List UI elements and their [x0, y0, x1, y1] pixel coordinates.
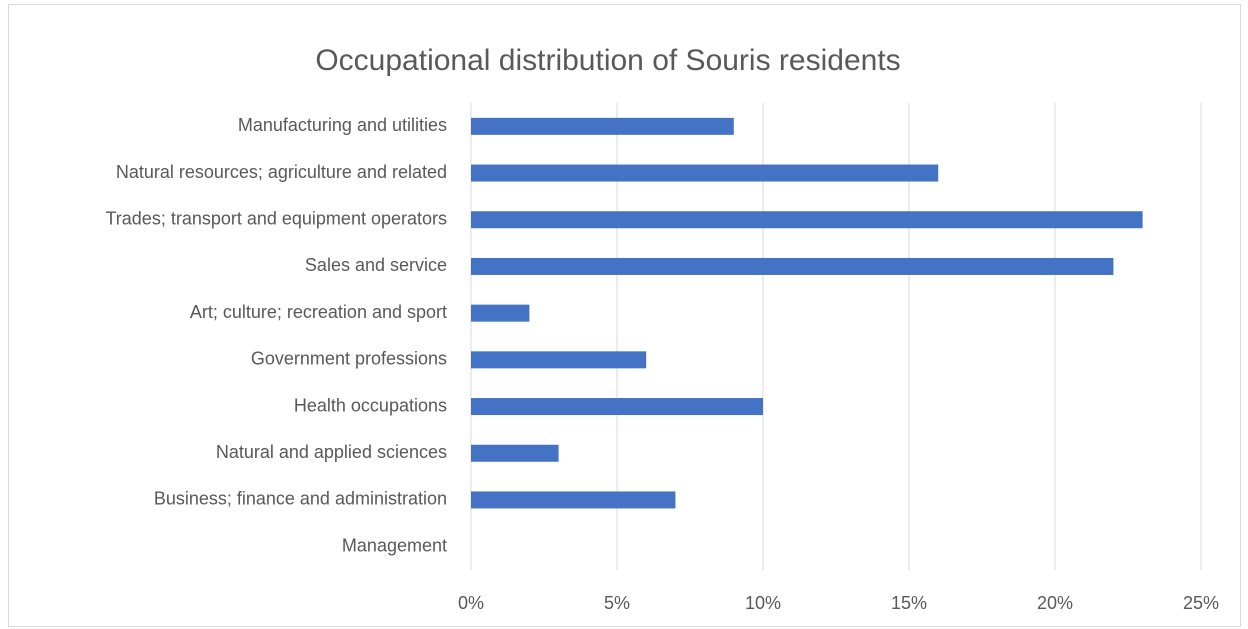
bar: [471, 351, 647, 369]
y-tick-label: Sales and service: [305, 255, 447, 275]
bar: [471, 398, 763, 416]
y-tick-label: Management: [342, 535, 447, 555]
chart-border: [8, 4, 1241, 627]
x-tick-label: 0%: [458, 593, 484, 613]
bar: [471, 211, 1143, 229]
bar: [471, 257, 1114, 275]
y-tick-label: Health occupations: [294, 395, 447, 415]
x-tick-label: 15%: [891, 593, 927, 613]
x-tick-label: 10%: [745, 593, 781, 613]
y-tick-label: Natural and applied sciences: [216, 442, 447, 462]
y-tick-label: Trades; transport and equipment operator…: [105, 209, 447, 229]
y-tick-label: Business; finance and administration: [154, 489, 447, 509]
y-tick-label: Art; culture; recreation and sport: [190, 302, 447, 322]
bar: [471, 304, 530, 322]
y-tick-label: Government professions: [251, 349, 447, 369]
x-tick-label: 5%: [604, 593, 630, 613]
bar: [471, 117, 734, 135]
y-tick-label: Manufacturing and utilities: [238, 115, 447, 135]
bar: [471, 444, 559, 462]
y-tick-label: Natural resources; agriculture and relat…: [116, 162, 447, 182]
x-tick-label: 25%: [1183, 593, 1219, 613]
bar: [471, 491, 676, 509]
x-tick-label: 20%: [1037, 593, 1073, 613]
chart-title: Occupational distribution of Souris resi…: [315, 44, 900, 77]
bar: [471, 164, 939, 182]
